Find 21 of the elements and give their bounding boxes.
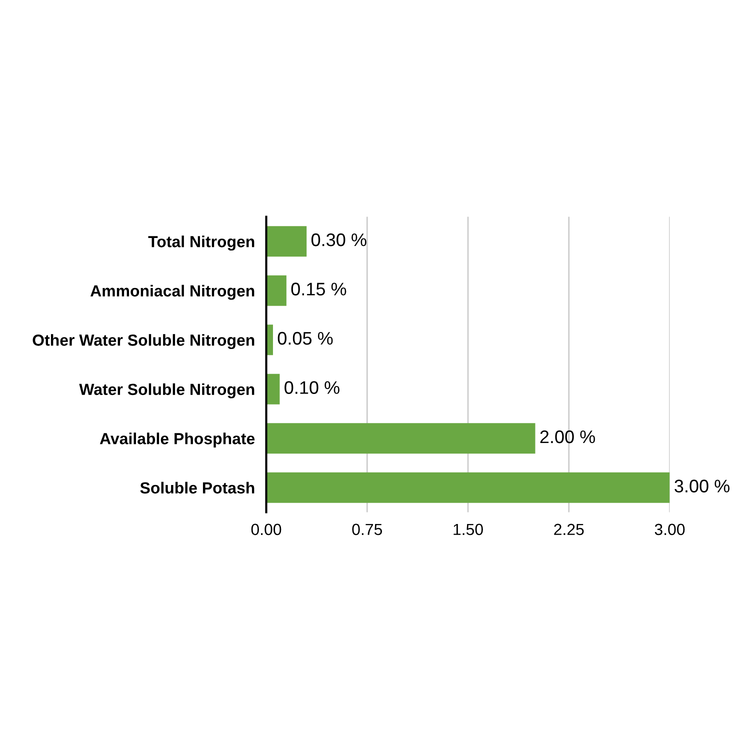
y-tick-label: Total Nitrogen [148,236,254,251]
y-tick-label: Soluble Potash [140,482,254,494]
x-tick-label: 3.00 [654,524,685,536]
data-label: 0.15 % [291,282,346,296]
data-label: 2.00 % [540,430,595,444]
bar [266,226,307,257]
x-tick-label: 1.50 [454,524,483,536]
bar [266,423,536,454]
x-tick-label: 2.25 [554,524,584,536]
y-tick-label: Other Water Soluble Nitrogen [32,334,254,350]
y-tick-label: Available Phosphate [100,432,255,448]
data-label: 0.05 % [278,332,333,345]
y-tick-label: Ammoniacal Nitrogen [90,284,254,300]
data-label: 0.30 % [311,233,366,246]
x-tick-label: 0.00 [251,524,282,536]
y-tick-label: Water Soluble Nitrogen [79,383,254,398]
bar [266,472,670,503]
x-tick-label: 0.75 [352,524,382,536]
data-label: 3.00 % [674,480,730,492]
bar [266,275,286,306]
data-label: 0.10 % [284,381,340,394]
